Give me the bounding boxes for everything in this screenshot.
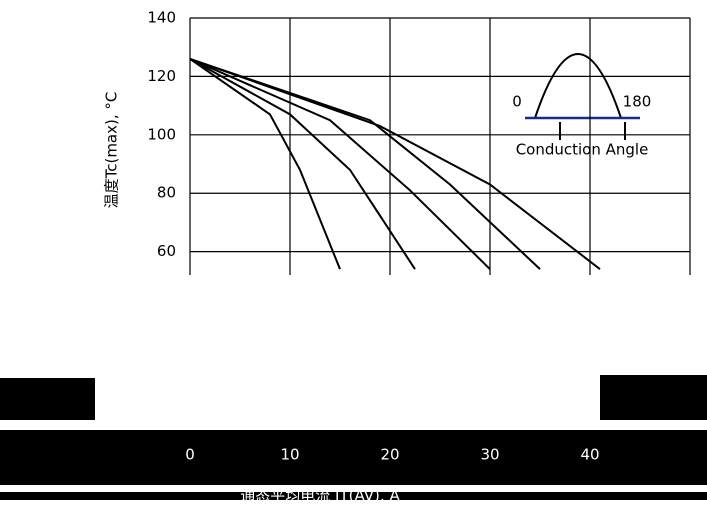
x-tick-label: 40	[580, 446, 599, 464]
x-tick-label: 10	[280, 446, 299, 464]
y-tick-label: 100	[147, 125, 176, 143]
half-sine	[534, 53, 622, 119]
series-line	[189, 58, 416, 270]
series-line	[189, 57, 541, 270]
inset: 0 180 Conduction Angle	[512, 53, 652, 159]
series-line	[189, 58, 341, 270]
artifact	[0, 492, 707, 500]
y-tick-label: 60	[157, 242, 176, 260]
y-tick-label: 80	[157, 184, 176, 202]
series-line	[189, 57, 601, 270]
inset-label: 180	[623, 93, 652, 111]
inset-label: 0	[512, 93, 522, 111]
y-tick-label: 140	[147, 9, 176, 27]
x-tick-label: 30	[480, 446, 499, 464]
series-line	[189, 57, 491, 270]
x-axis-label: 通态平均电流 IT(AV), A	[240, 487, 400, 505]
artifact	[0, 378, 95, 420]
artifact	[0, 430, 707, 485]
x-tick-label: 0	[185, 446, 195, 464]
inset-label: Conduction Angle	[516, 141, 649, 159]
artifact	[600, 375, 707, 420]
x-tick-label: 20	[380, 446, 399, 464]
y-tick-label: 120	[147, 67, 176, 85]
y-axis-label: 温度Tc(max), °C	[103, 92, 121, 209]
